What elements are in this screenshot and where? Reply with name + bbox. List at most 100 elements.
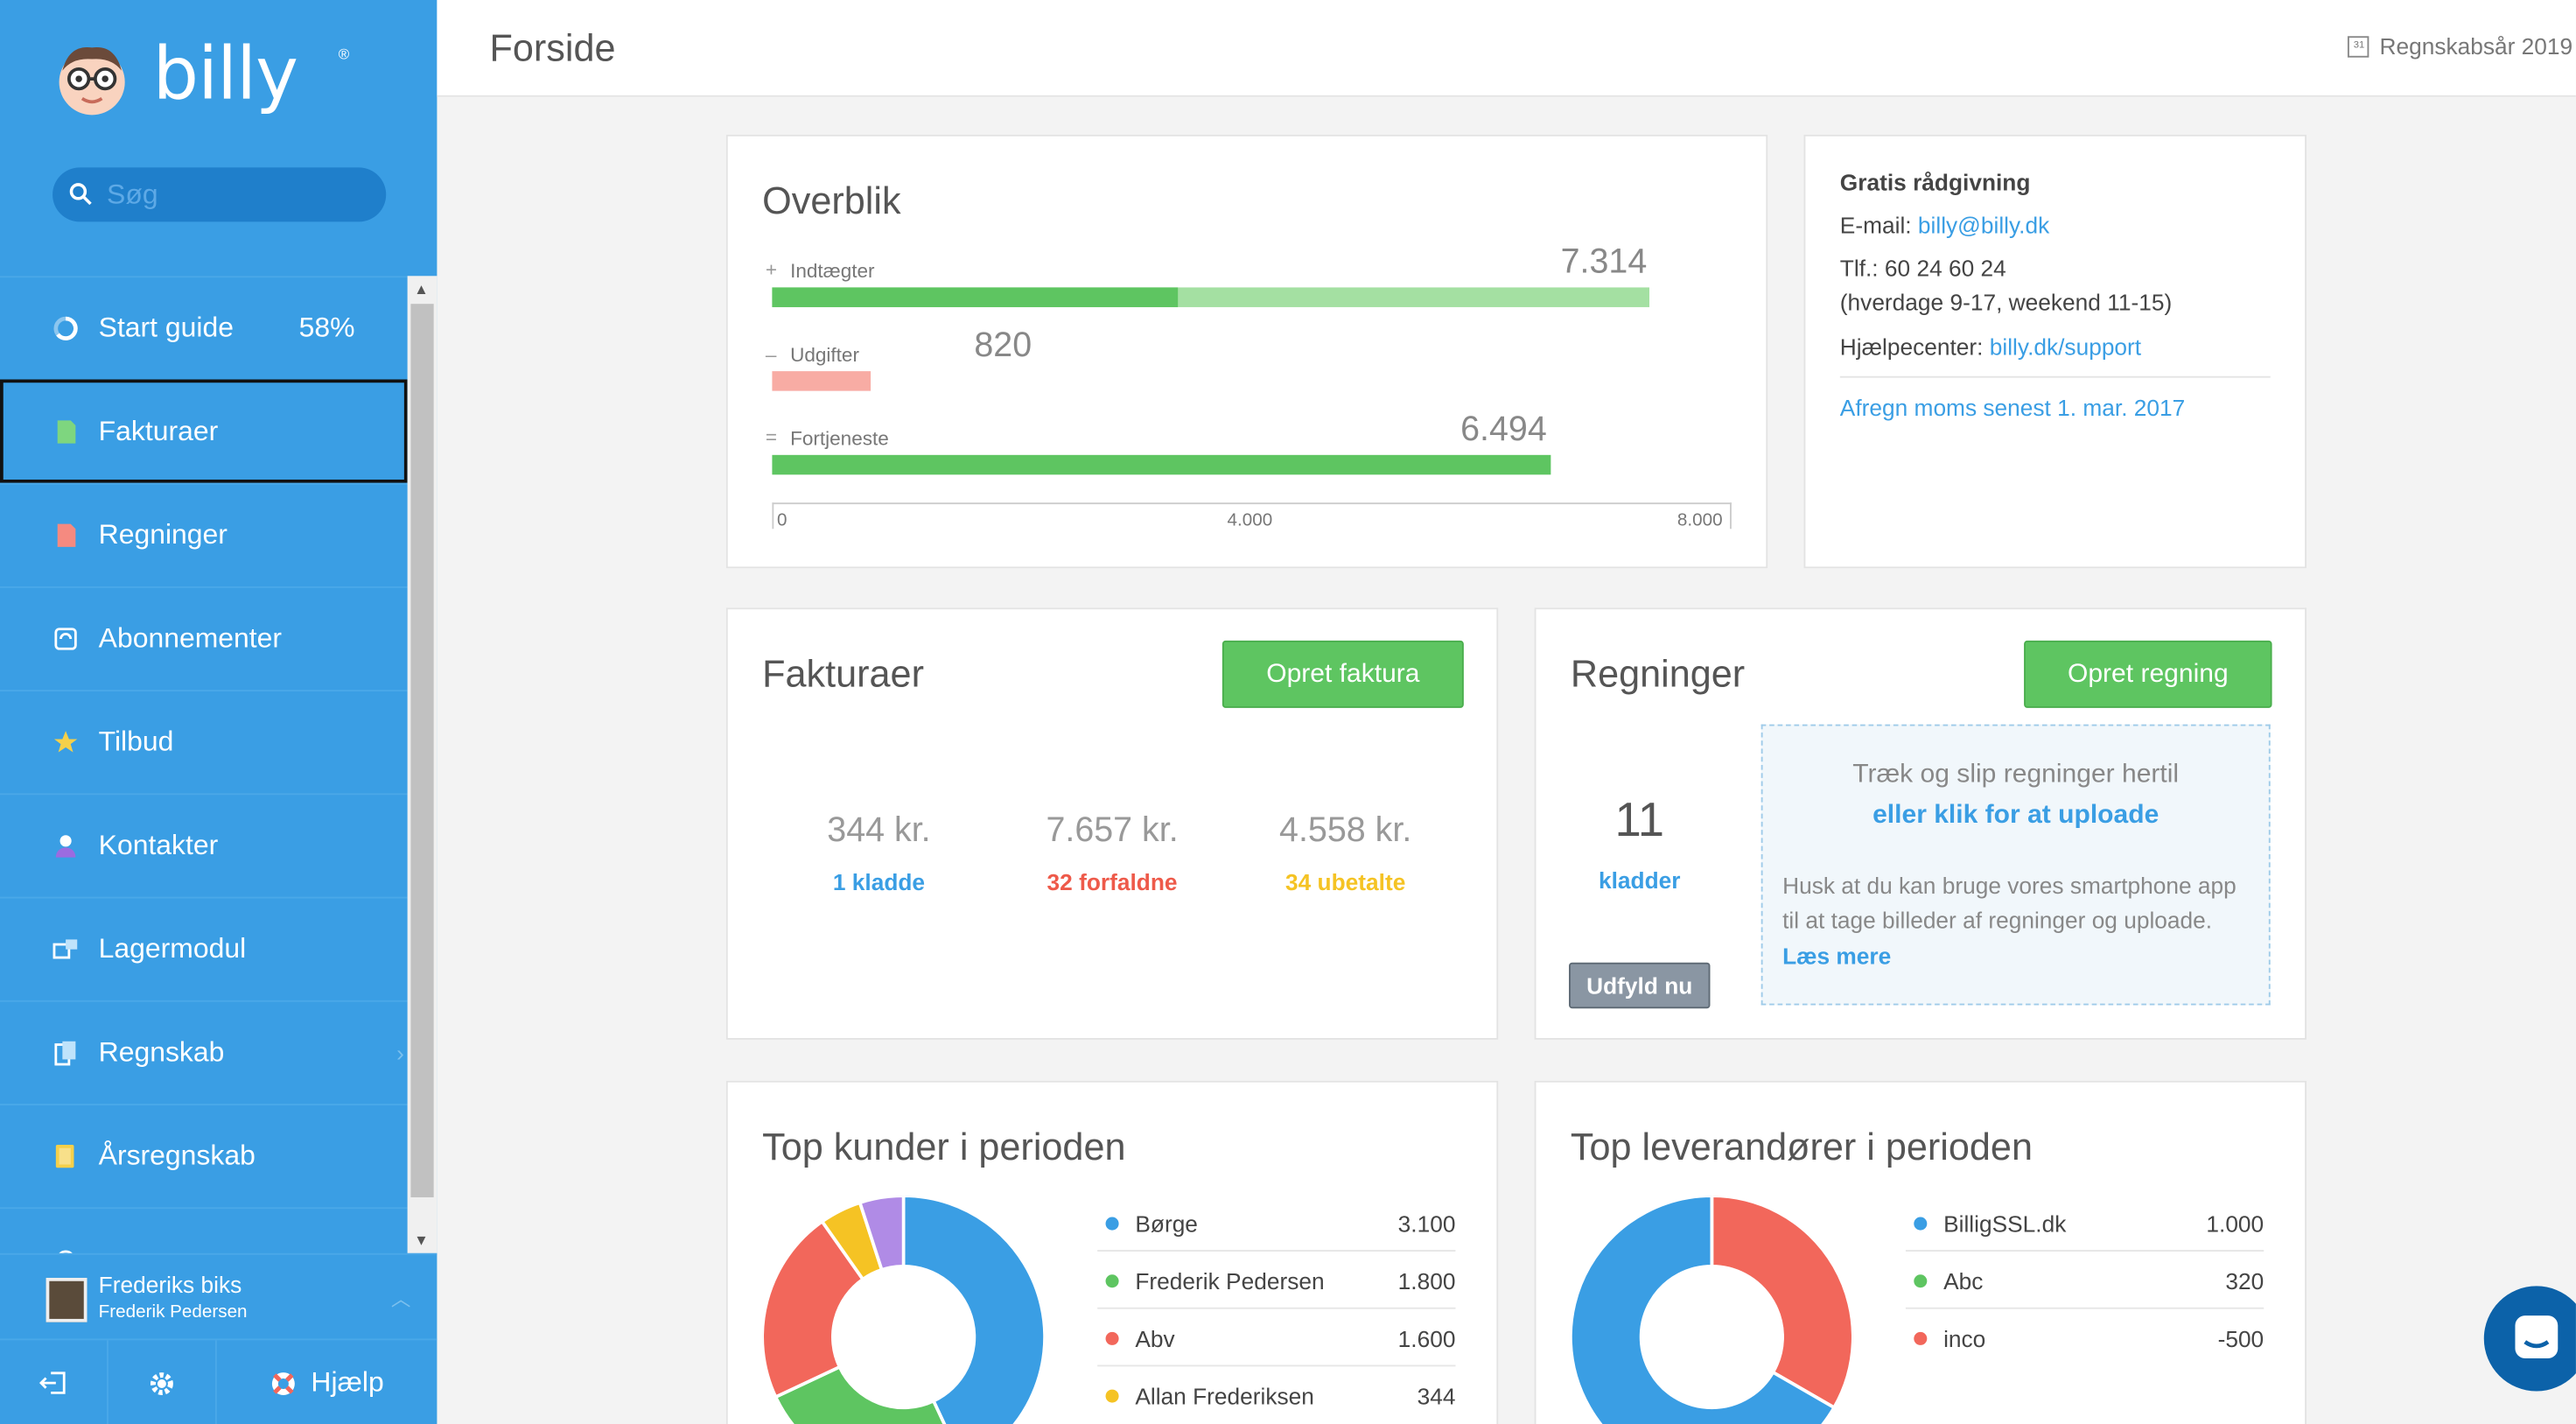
user-switcher[interactable]: Frederiks biks Frederik Pedersen ︿: [0, 1252, 438, 1339]
search-input[interactable]: [107, 178, 354, 212]
axis-tick-start: [772, 502, 774, 530]
scrollbar-thumb[interactable]: [410, 304, 434, 1198]
bill-drafts-count: 11: [1614, 795, 1664, 848]
subscription-icon: [52, 626, 79, 652]
legend-row: Allan Frederiksen 344: [1097, 1368, 1455, 1424]
read-more-link[interactable]: Læs mere: [1782, 943, 1892, 970]
top-suppliers-title: Top leverandører i perioden: [1570, 1125, 2033, 1168]
overdue-link[interactable]: 32 forfaldne: [1046, 868, 1178, 895]
unpaid-link[interactable]: 34 ubetalte: [1284, 868, 1406, 895]
legend-dot: [1105, 1273, 1119, 1287]
sidebar-item-quotes[interactable]: Tilbud: [0, 690, 408, 793]
axis-tick-end: [1730, 502, 1732, 530]
billy-logo[interactable]: billy ®: [49, 33, 378, 125]
expense-value: 820: [974, 326, 1032, 365]
donut-slice: [1710, 1196, 1853, 1410]
top-customers-donut-chart: [762, 1196, 1046, 1424]
search-box: [52, 167, 387, 222]
page-title: Forside: [489, 26, 616, 69]
bill-upload-dropzone[interactable]: [1760, 724, 2271, 1006]
legend-row: Abc 320: [1905, 1253, 2264, 1309]
sidebar-bottom-bar: Hjælp: [0, 1338, 438, 1424]
settings-button[interactable]: [108, 1340, 217, 1424]
calendar-icon: 31: [2348, 35, 2370, 57]
sidebar-scrollbar[interactable]: ▲ ▼: [407, 276, 438, 1253]
bill-icon: [52, 523, 79, 549]
unpaid-amount: 4.558 kr.: [1279, 811, 1412, 850]
legend-row: Abv 1.600: [1097, 1311, 1456, 1367]
legend-value: 320: [2225, 1266, 2264, 1294]
legend-value: -500: [2217, 1325, 2264, 1352]
profit-bar: [772, 454, 1551, 475]
legend-value: 1.000: [2206, 1210, 2264, 1237]
sidebar: billy ® Start guide 58% Fakturaer Regnin…: [0, 0, 438, 1424]
top-header: Forside 31 Regnskabsår 2019: [437, 0, 2576, 97]
upload-instruction: Træk og slip regninger hertil: [1852, 760, 2180, 789]
legend-dot: [1914, 1331, 1928, 1345]
drafts-amount: 344 kr.: [827, 811, 931, 850]
income-value: 7.314: [1560, 242, 1648, 281]
sidebar-item-label: Fakturaer: [98, 415, 219, 447]
sidebar-item-accounting[interactable]: Regnskab ›: [0, 1000, 408, 1104]
sidebar-item-label: Abonnementer: [98, 622, 283, 654]
legend-dot: [1914, 1216, 1928, 1230]
fiscal-year-label: Regnskabsår 2019: [2379, 32, 2573, 60]
profit-symbol: =: [765, 425, 778, 449]
expense-label: Udgifter: [790, 343, 859, 367]
start-guide-progress: 58%: [298, 312, 355, 344]
sidebar-item-annual-report[interactable]: Årsregnskab: [0, 1104, 408, 1207]
progress-ring-icon: [52, 315, 79, 341]
donut-slice: [762, 1219, 865, 1399]
fill-now-button[interactable]: Udfyld nu: [1569, 962, 1711, 1009]
donut-slice: [1570, 1196, 1837, 1424]
drafts-link[interactable]: 1 kladde: [832, 868, 926, 895]
expense-bar: [772, 371, 872, 391]
legend-row: BilligSSL.dk 1.000: [1905, 1196, 2264, 1252]
annual-report-icon: [52, 1143, 79, 1169]
help-label: Hjælp: [311, 1366, 384, 1398]
top-suppliers-donut-chart: [1570, 1196, 1853, 1424]
tick-label: 8.000: [1676, 510, 1723, 531]
invoice-icon: [52, 419, 79, 445]
person-icon: [52, 832, 79, 859]
logout-button[interactable]: [0, 1340, 108, 1424]
billy-face-icon: [59, 47, 125, 116]
help-center-link[interactable]: billy.dk/support: [1989, 333, 2142, 360]
bill-drafts-link[interactable]: kladder: [1598, 866, 1681, 894]
overdue-amount: 7.657 kr.: [1046, 811, 1179, 850]
sidebar-item-label: Kontakter: [98, 829, 219, 861]
income-label: Indtægter: [790, 259, 875, 283]
support-chat-button[interactable]: [2483, 1286, 2576, 1392]
more-item-icon: [52, 1246, 79, 1253]
chevron-up-icon: ︿: [390, 1287, 411, 1311]
vat-deadline-link[interactable]: Afregn moms senest 1. mar. 2017: [1839, 394, 2186, 421]
legend-dot: [1914, 1273, 1928, 1287]
legend-dot: [1105, 1330, 1119, 1344]
sidebar-item-inventory[interactable]: Lagermodul: [0, 896, 408, 1000]
create-bill-button[interactable]: Opret regning: [2024, 640, 2272, 708]
star-icon: [52, 729, 79, 755]
lifebuoy-icon: [272, 1371, 296, 1395]
expense-symbol: –: [765, 343, 777, 367]
sidebar-item-bills[interactable]: Regninger: [0, 482, 408, 586]
inventory-icon: [52, 936, 79, 963]
sidebar-item-subscriptions[interactable]: Abonnementer: [0, 586, 408, 690]
sidebar-item-more[interactable]: [0, 1207, 408, 1253]
fiscal-year-selector[interactable]: 31 Regnskabsår 2019: [2348, 33, 2572, 60]
sidebar-item-start-guide[interactable]: Start guide 58%: [0, 276, 408, 379]
top-customers-title: Top kunder i perioden: [762, 1125, 1126, 1168]
scroll-down-arrow-icon[interactable]: ▼: [414, 1231, 429, 1249]
help-button[interactable]: Hjælp: [217, 1340, 438, 1424]
upload-click-link[interactable]: eller klik for at uploade: [1872, 801, 2160, 830]
sidebar-item-contacts[interactable]: Kontakter: [0, 793, 408, 896]
upload-hint-line2: til at tage billeder af regninger og upl…: [1782, 906, 2213, 933]
help-center-label: Hjælpecenter:: [1839, 333, 1990, 360]
search-icon: [69, 183, 92, 206]
create-invoice-button[interactable]: Opret faktura: [1222, 640, 1464, 708]
income-symbol: +: [765, 257, 778, 281]
scroll-up-arrow-icon[interactable]: ▲: [414, 280, 429, 298]
phone-line: Tlf.: 60 24 60 24: [1839, 254, 2006, 281]
sidebar-item-invoices[interactable]: Fakturaer: [0, 379, 408, 483]
legend-row: Frederik Pedersen 1.800: [1097, 1253, 1456, 1309]
email-link[interactable]: billy@billy.dk: [1917, 212, 2050, 239]
